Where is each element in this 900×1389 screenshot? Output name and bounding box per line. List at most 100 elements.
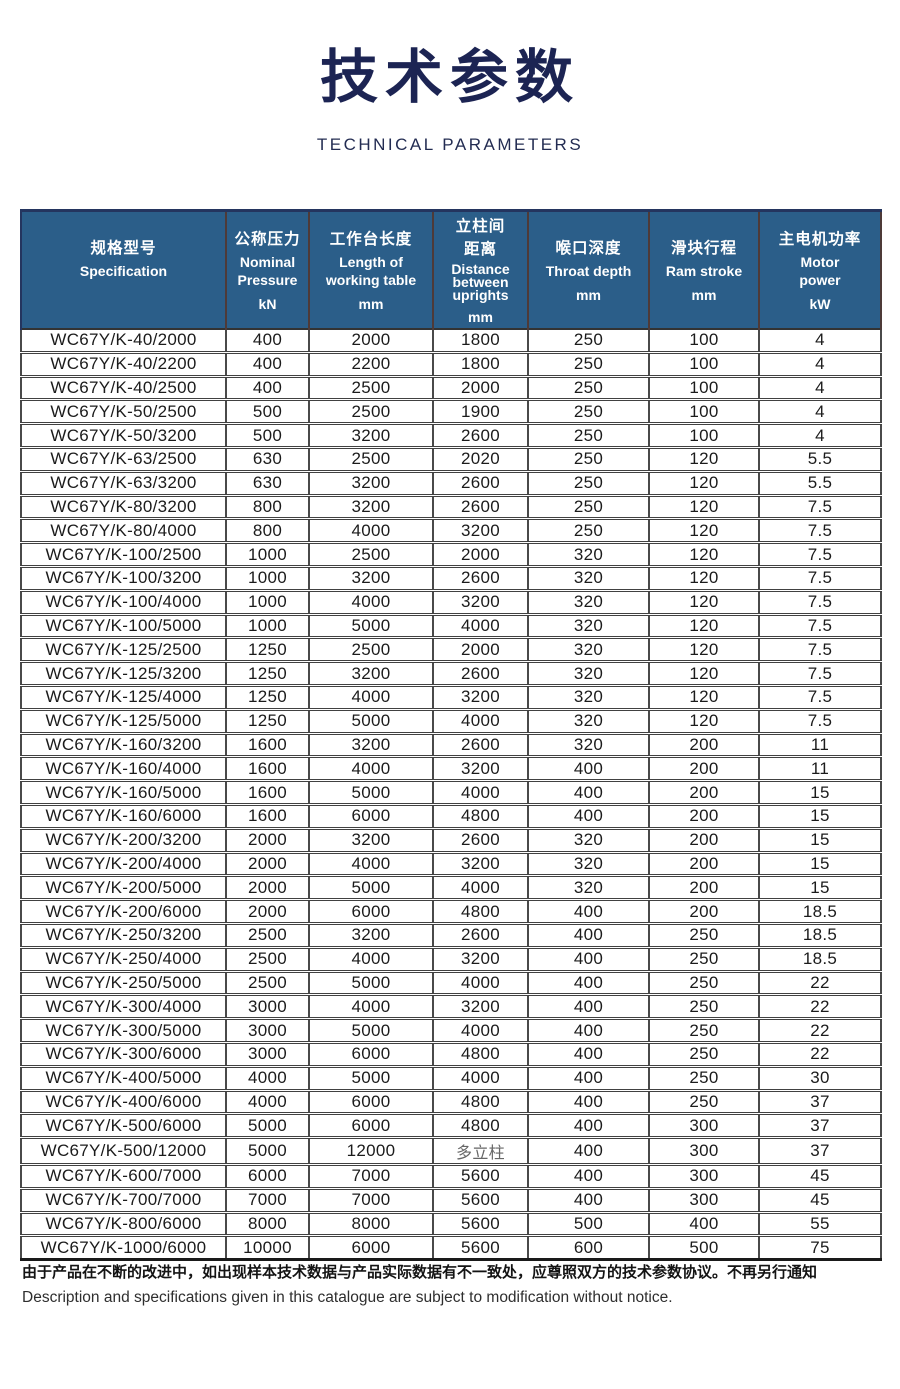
table-header-row: 规格型号 Specification 公称压力 Nominal Pressure kN 工作…: [20, 209, 882, 329]
column-header-4: 喉口深度 Throat depth mm: [527, 209, 649, 329]
value-cell: 2000: [225, 828, 309, 854]
value-cell: 12000: [308, 1137, 433, 1167]
value-cell: 400: [225, 376, 309, 402]
value-cell: 320: [527, 542, 649, 568]
value-cell: 5600: [432, 1164, 528, 1190]
value-cell: 18.5: [758, 923, 882, 949]
table-row: WC67Y/K-200/4000 2000 4000 3200 320 200 15: [20, 852, 882, 878]
value-cell: 7.5: [758, 518, 882, 545]
value-cell: 6000: [225, 1164, 309, 1190]
table-row: WC67Y/K-40/2200 400 2200 1800 250 100 4: [20, 352, 882, 378]
value-cell: 320: [527, 733, 649, 759]
value-cell: 5000: [308, 614, 433, 640]
value-cell: 2200: [308, 352, 433, 378]
value-cell: 2600: [432, 923, 528, 949]
value-cell: 7.5: [758, 495, 882, 521]
value-cell: 250: [527, 399, 649, 426]
value-cell: 5000: [308, 1018, 433, 1044]
value-cell: 630: [225, 471, 309, 497]
value-cell: 4000: [432, 709, 528, 735]
value-cell: 37: [758, 1113, 882, 1140]
value-cell: 400: [527, 1137, 649, 1167]
table-row: WC67Y/K-300/5000 3000 5000 4000 400 250 22: [20, 1018, 882, 1044]
column-unit: kW: [809, 296, 831, 313]
value-cell: 4: [758, 327, 882, 354]
table-row: WC67Y/K-160/5000 1600 5000 4000 400 200 15: [20, 780, 882, 806]
value-cell: 320: [527, 828, 649, 854]
spec-cell: WC67Y/K-125/4000: [20, 685, 226, 711]
value-cell: 4000: [308, 685, 433, 711]
table-row: WC67Y/K-400/6000 4000 6000 4800 400 250 37: [20, 1090, 882, 1116]
table-row: WC67Y/K-200/3200 2000 3200 2600 320 200 15: [20, 828, 882, 854]
value-cell: 400: [527, 1164, 649, 1190]
table-row: WC67Y/K-100/3200 1000 3200 2600 320 120 7.5: [20, 566, 882, 592]
value-cell: 120: [648, 709, 759, 735]
value-cell: 4: [758, 376, 882, 402]
spec-cell: WC67Y/K-250/5000: [20, 971, 226, 997]
column-header-en: Length of working table: [325, 253, 417, 289]
value-cell: 320: [527, 566, 649, 592]
value-cell: 120: [648, 518, 759, 545]
value-cell: 3200: [432, 685, 528, 711]
value-cell: 4000: [308, 994, 433, 1021]
value-cell: 120: [648, 685, 759, 711]
value-cell: 55: [758, 1212, 882, 1238]
value-cell: 3200: [432, 947, 528, 973]
value-cell: 5000: [308, 709, 433, 735]
value-cell: 7.5: [758, 661, 882, 687]
value-cell: 7000: [225, 1188, 309, 1214]
table-row: WC67Y/K-80/4000 800 4000 3200 250 120 7.5: [20, 518, 882, 545]
footer-note-cn: 由于产品在不断的改进中，如出现样本技术数据与产品实际数据有不一致处，应尊照双方的…: [22, 1264, 818, 1281]
value-cell: 4: [758, 399, 882, 426]
value-cell: 250: [648, 1018, 759, 1044]
column-header-cn: 工作台长度: [329, 230, 413, 248]
value-cell: 100: [648, 376, 759, 402]
value-cell: 200: [648, 780, 759, 806]
value-cell: 200: [648, 756, 759, 783]
value-cell: 7.5: [758, 709, 882, 735]
value-cell: 1600: [225, 733, 309, 759]
table-row: WC67Y/K-250/3200 2500 3200 2600 400 250 18.5: [20, 923, 882, 949]
value-cell: 400: [527, 780, 649, 806]
footer-note-en: Description and specifications given in …: [22, 1289, 673, 1307]
value-cell: 2020: [432, 447, 528, 473]
table-row: WC67Y/K-300/6000 3000 6000 4800 400 250 22: [20, 1042, 882, 1068]
column-header-6: 主电机功率 Motor power kW: [758, 209, 882, 329]
value-cell: 6000: [308, 1090, 433, 1116]
value-cell: 2000: [432, 542, 528, 568]
value-cell: 250: [648, 1066, 759, 1092]
value-cell: 250: [527, 376, 649, 402]
spec-cell: WC67Y/K-300/5000: [20, 1018, 226, 1044]
value-cell: 5600: [432, 1235, 528, 1262]
value-cell: 6000: [308, 804, 433, 830]
value-cell: 320: [527, 590, 649, 616]
spec-cell: WC67Y/K-700/7000: [20, 1188, 226, 1214]
value-cell: 2600: [432, 661, 528, 687]
table-row: WC67Y/K-80/3200 800 3200 2600 250 120 7.5: [20, 495, 882, 521]
value-cell: 1000: [225, 590, 309, 616]
value-cell: 5600: [432, 1212, 528, 1238]
column-header-en: Throat depth: [545, 263, 632, 280]
value-cell: 200: [648, 828, 759, 854]
value-cell: 4800: [432, 1113, 528, 1140]
value-cell: 400: [527, 923, 649, 949]
value-cell: 22: [758, 1018, 882, 1044]
value-cell: 100: [648, 352, 759, 378]
value-cell: 400: [225, 327, 309, 354]
value-cell: 250: [648, 994, 759, 1021]
table-row: WC67Y/K-1000/6000 10000 6000 5600 600 500 75: [20, 1235, 882, 1262]
value-cell: 15: [758, 828, 882, 854]
value-cell: 5000: [225, 1113, 309, 1140]
value-cell: 400: [527, 1090, 649, 1116]
column-unit: kN: [258, 296, 277, 313]
spec-cell: WC67Y/K-250/4000: [20, 947, 226, 973]
spec-cell: WC67Y/K-800/6000: [20, 1212, 226, 1238]
table-row: WC67Y/K-300/4000 3000 4000 3200 400 250 22: [20, 994, 882, 1021]
value-cell: 4000: [432, 1018, 528, 1044]
value-cell: 2500: [308, 542, 433, 568]
value-cell: 250: [527, 327, 649, 354]
value-cell: 300: [648, 1164, 759, 1190]
value-cell: 3200: [432, 590, 528, 616]
column-unit: [22, 287, 225, 303]
value-cell: 4: [758, 423, 882, 449]
